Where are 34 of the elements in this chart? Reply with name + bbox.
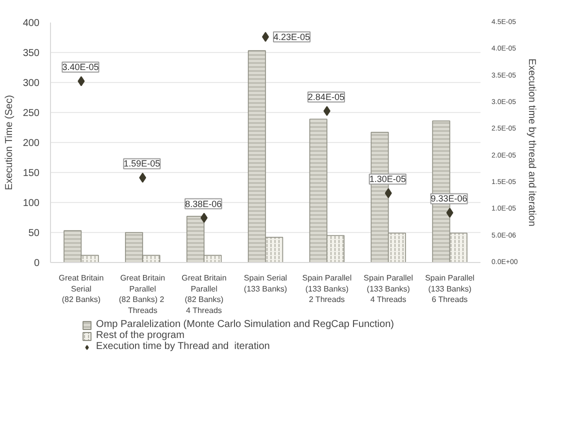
data-label: 1.59E-05 xyxy=(124,158,160,169)
y-tick-label: 250 xyxy=(22,108,40,119)
point xyxy=(200,212,208,223)
legend-label: Omp Paralelization (Monte Carlo Simulation and RegCap Function) xyxy=(96,319,394,330)
data-label: 2.84E-05 xyxy=(308,92,344,102)
data-label: 3.40E-05 xyxy=(62,62,99,72)
point xyxy=(139,172,146,183)
data-label: 9.33E-06 xyxy=(430,194,468,204)
x-tick-label: Spain Parallel (133 Banks) 6 Threads xyxy=(425,274,475,304)
y-tick-label: 50 xyxy=(28,228,40,239)
point xyxy=(78,76,85,86)
y-tick-label: 400 xyxy=(22,18,40,29)
x-tick-label: Great Britain Serial (82 Banks) xyxy=(58,274,104,304)
y-tick-label: 200 xyxy=(22,138,40,149)
data-label: 1.30E-05 xyxy=(369,174,406,184)
data-label: 4.23E-05 xyxy=(274,32,310,42)
x-tick-label: Great Britain Parallel (82 Banks) 2 Threads xyxy=(118,274,166,315)
x-tick-label: Spain Parallel (133 Banks) 2 Threads xyxy=(302,274,352,304)
point xyxy=(323,106,330,116)
data-label: 8.38E-06 xyxy=(185,198,222,209)
legend-label: Rest of the program xyxy=(96,330,184,341)
x-tick-label: Great Britain Parallel (82 Banks) 4 Threads xyxy=(182,274,227,315)
y2-axis-title: Execution time by thread and iteration xyxy=(526,58,537,226)
point xyxy=(446,208,454,218)
y-tick-label: 0 xyxy=(34,258,40,269)
x-tick-label: Spain Serial (133 Banks) xyxy=(244,274,288,294)
y-tick-label: 100 xyxy=(22,198,40,209)
point xyxy=(384,188,392,198)
y-tick-label: 300 xyxy=(22,78,40,89)
x-tick-label: Spain Parallel (133 Banks) 4 Threads xyxy=(364,274,414,304)
y-tick-label: 150 xyxy=(22,168,40,179)
y-axis-title: Execution Time (Sec) xyxy=(4,95,15,190)
y-tick-label: 350 xyxy=(22,48,40,59)
legend-label: Execution time by Thread and iteration xyxy=(96,341,270,352)
